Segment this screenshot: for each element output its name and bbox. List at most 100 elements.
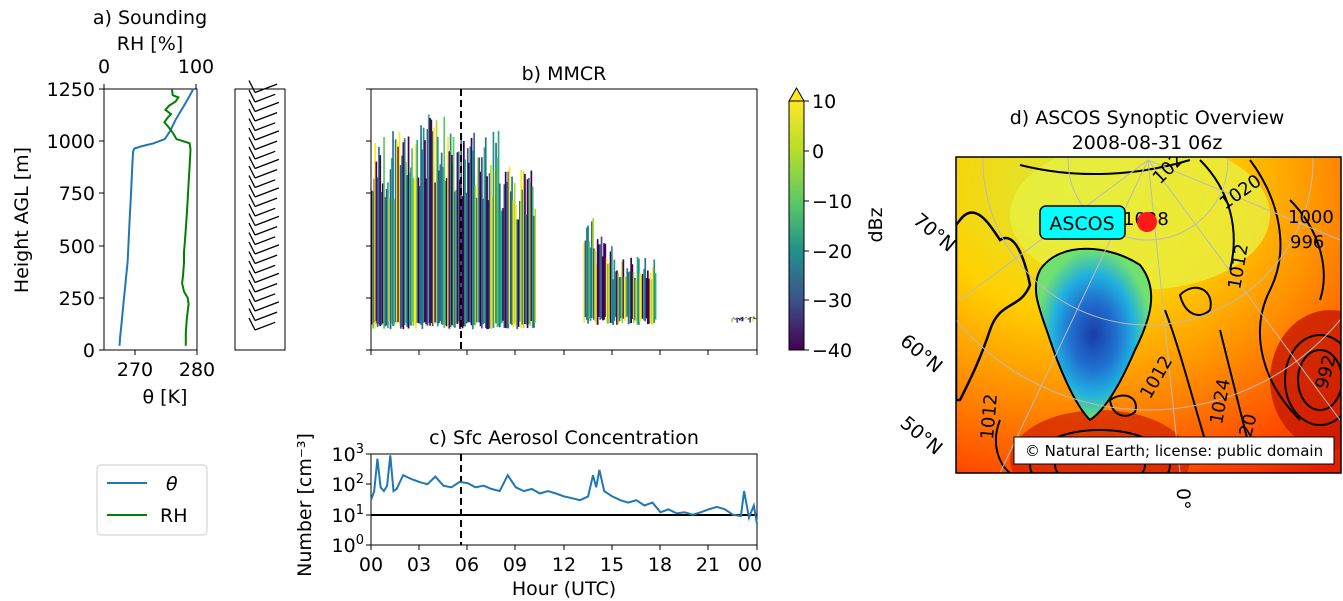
sounding-xlabel: θ [K] bbox=[143, 386, 188, 408]
sounding-yticks bbox=[99, 88, 104, 351]
mmcr-echo-cell bbox=[413, 180, 416, 325]
mmcr-echo-cell bbox=[384, 197, 387, 327]
mmcr-echo-cell bbox=[488, 173, 491, 329]
mmcr-echo-cell bbox=[372, 191, 374, 329]
xtick-18: 18 bbox=[648, 554, 672, 576]
mmcr-echo-cell bbox=[483, 147, 486, 324]
mmcr-echo-cell bbox=[389, 169, 392, 329]
mmcr-echo-cell bbox=[378, 146, 380, 325]
ascos-label-box bbox=[1039, 205, 1126, 240]
mmcr-echo-cell bbox=[530, 170, 533, 321]
mmcr-echo-cell bbox=[635, 280, 638, 322]
mmcr-echo-cell bbox=[630, 257, 632, 324]
mmcr-echo-cell bbox=[614, 271, 617, 318]
mmcr-echo-cell bbox=[731, 318, 733, 322]
mmcr-echo-cell bbox=[407, 136, 410, 329]
mmcr-echo-cell bbox=[492, 131, 495, 329]
mmcr-echo-cell bbox=[506, 182, 508, 329]
mmcr-echo-cell bbox=[618, 277, 621, 322]
mmcr-echo-cell bbox=[439, 164, 442, 322]
mmcr-echo-cell bbox=[460, 134, 463, 327]
mmcr-echo-cell bbox=[753, 316, 755, 319]
mmcr-echo-cell bbox=[591, 221, 593, 318]
mmcr-echo-cell bbox=[463, 141, 465, 327]
mmcr-echo-cell bbox=[616, 270, 618, 325]
sounding-top-axis-label: RH [%] bbox=[117, 33, 183, 55]
mmcr-echo-cell bbox=[495, 142, 497, 324]
mmcr-echo-cell bbox=[374, 143, 376, 329]
mmcr-echo-cell bbox=[533, 215, 535, 328]
mmcr-echo-cell bbox=[383, 137, 385, 329]
wind-barb bbox=[248, 137, 278, 151]
mmcr-echo-cell bbox=[516, 219, 519, 330]
wind-barbs bbox=[248, 80, 280, 331]
mmcr-echo-cell bbox=[477, 157, 479, 322]
isobar bbox=[1297, 349, 1341, 411]
xtick-label-280: 280 bbox=[179, 359, 215, 381]
wind-barb bbox=[248, 127, 280, 141]
mmcr-echo-cell bbox=[444, 180, 447, 326]
mmcr-echo-cell bbox=[627, 271, 630, 325]
mmcr-echo-cell bbox=[754, 318, 757, 320]
wind-barb bbox=[248, 184, 280, 198]
mmcr-echo-cell bbox=[474, 185, 477, 326]
lat-label-50N: 50°N bbox=[896, 412, 947, 460]
mmcr-echo-cell bbox=[451, 164, 454, 326]
legend: θ RH bbox=[96, 464, 208, 536]
mmcr-echo-cell bbox=[481, 157, 483, 329]
mmcr-echo-cell bbox=[598, 244, 600, 317]
mmcr-echo-cell bbox=[583, 242, 585, 323]
mmcr-echo-cell bbox=[410, 167, 412, 326]
wind-barb bbox=[248, 108, 278, 122]
legend-theta-label: θ bbox=[166, 473, 178, 495]
mmcr-echo-cell bbox=[472, 150, 474, 330]
legend-box bbox=[96, 464, 208, 536]
mmcr-echo-cell bbox=[459, 179, 461, 329]
mmcr-echo-cell bbox=[403, 138, 406, 326]
xtick-label-270: 270 bbox=[117, 359, 153, 381]
credit-text: © Natural Earth; license: public domain bbox=[1025, 442, 1323, 460]
isobar bbox=[1029, 429, 1171, 473]
mmcr-echo-cell bbox=[647, 270, 649, 325]
mmcr-echo-cell bbox=[424, 140, 426, 323]
mmcr-echo-cell bbox=[461, 196, 464, 329]
mmcr-echo-cell bbox=[497, 130, 500, 327]
mmcr-echo-cell bbox=[648, 278, 650, 324]
svalbard-coast bbox=[1178, 286, 1212, 316]
mmcr-echo-cell bbox=[455, 189, 457, 323]
mmcr-echo-cell bbox=[607, 263, 609, 324]
mmcr-echo-cell bbox=[426, 129, 429, 326]
xtick-12: 12 bbox=[552, 554, 576, 576]
mmcr-echo-cell bbox=[504, 171, 507, 328]
mmcr-echo-cell bbox=[376, 177, 379, 327]
wind-barb bbox=[248, 99, 280, 113]
mmcr-echo-cell bbox=[602, 256, 604, 321]
mmcr-echo-cell bbox=[470, 137, 473, 326]
mmcr-echo-cell bbox=[652, 267, 654, 325]
ascos-marker bbox=[1137, 212, 1157, 232]
mmcr-echo-cell bbox=[503, 184, 506, 328]
mmcr-echo-cell bbox=[609, 251, 612, 323]
mmcr-echo-cell bbox=[621, 261, 623, 324]
ytick-label-1000: 1000 bbox=[47, 131, 95, 153]
mmcr-echo-cell bbox=[625, 276, 627, 318]
wind-barb bbox=[248, 194, 278, 208]
mmcr-echo-cell bbox=[525, 214, 528, 325]
lat-label-70N: 70°N bbox=[909, 209, 960, 257]
sounding-top-tick-100: 100 bbox=[178, 56, 214, 78]
mmcr-panel: b) MMCR 10 0 −10 −20 −30 −40 dBz bbox=[366, 63, 887, 362]
wind-barb bbox=[248, 241, 280, 255]
wind-barb bbox=[248, 222, 278, 236]
mmcr-echo-cell bbox=[620, 277, 622, 319]
ascos-label: ASCOS bbox=[1049, 213, 1114, 235]
mmcr-echo-cell bbox=[507, 171, 510, 329]
mmcr-echo-cell bbox=[755, 318, 757, 320]
mmcr-echo-cell bbox=[634, 277, 636, 321]
wind-barb bbox=[248, 165, 278, 179]
wind-barb bbox=[248, 156, 280, 170]
low-pressure-region-east bbox=[1270, 310, 1341, 450]
mmcr-echo-cell bbox=[508, 166, 511, 325]
mmcr-echo-cell bbox=[398, 132, 401, 325]
mmcr-echo-cell bbox=[417, 177, 420, 324]
mmcr-echo-cell bbox=[484, 137, 487, 328]
